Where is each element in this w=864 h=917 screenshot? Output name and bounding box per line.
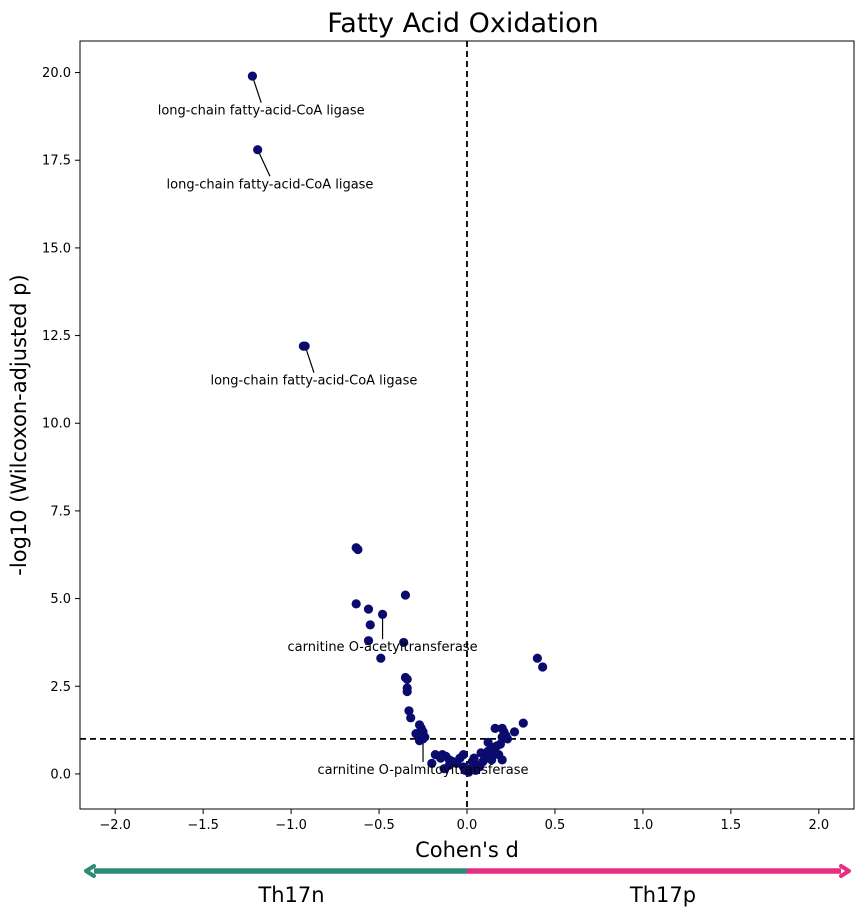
y-tick-label: 0.0: [50, 767, 71, 782]
data-point: [402, 674, 412, 684]
annotation-label: carnitine O-acetyltransferase: [288, 640, 478, 655]
chart-title: Fatty Acid Oxidation: [327, 8, 599, 39]
data-point: [406, 713, 416, 723]
x-tick-label: 1.5: [721, 818, 742, 833]
data-point: [400, 590, 411, 600]
data-point: [469, 753, 479, 763]
data-point: [253, 145, 263, 155]
data-point: [471, 765, 481, 776]
x-axis-label: Cohen's d: [415, 838, 519, 862]
data-point: [532, 653, 542, 663]
data-point: [404, 706, 414, 716]
data-point: [439, 764, 449, 774]
data-point: [300, 341, 310, 351]
data-point: [490, 723, 500, 733]
data-point: [436, 753, 446, 763]
group-arrows: Th17n Th17p: [84, 864, 851, 907]
data-point: [518, 718, 528, 728]
data-point: [487, 755, 497, 765]
group-label-th17p: Th17p: [629, 883, 696, 907]
data-point: [418, 734, 428, 744]
x-tick-label: 1.0: [633, 818, 654, 833]
x-tick-label: −2.0: [99, 818, 131, 833]
annotation-label: carnitine O-palmitoyltransferase: [318, 763, 529, 778]
annotation-connector: [257, 149, 271, 177]
x-tick-label: −1.5: [187, 818, 219, 833]
x-tick-label: 0.5: [545, 818, 566, 833]
y-tick-label: 7.5: [50, 504, 71, 519]
y-tick-label: 20.0: [42, 66, 71, 81]
data-point: [497, 723, 507, 733]
y-axis-label: -log10 (Wilcoxon-adjusted p): [7, 274, 31, 575]
data-point: [494, 750, 504, 760]
annotation-label: long-chain fatty-acid-CoA ligase: [210, 374, 417, 389]
data-point: [402, 686, 412, 697]
data-point: [351, 599, 361, 609]
data-point: [376, 653, 386, 663]
annotation-label: long-chain fatty-acid-CoA ligase: [167, 177, 374, 192]
annotation-connector: [304, 345, 315, 373]
data-point: [363, 604, 374, 614]
data-point: [538, 662, 548, 672]
data-point: [502, 734, 513, 744]
data-point: [411, 729, 421, 739]
y-tick-label: 17.5: [42, 154, 71, 169]
y-tick-label: 2.5: [50, 680, 71, 695]
data-point: [399, 637, 409, 648]
th17n-arrow-head: [84, 864, 96, 878]
data-point: [377, 609, 388, 619]
x-tick-label: 0.0: [457, 818, 478, 833]
data-point: [353, 544, 363, 555]
y-tick-label: 15.0: [42, 241, 71, 256]
data-point: [363, 636, 374, 646]
data-point: [365, 620, 375, 630]
data-point: [509, 727, 520, 737]
data-point: [495, 739, 506, 749]
data-point: [483, 737, 493, 747]
data-point: [427, 758, 437, 769]
group-label-th17n: Th17n: [257, 883, 324, 907]
annotation-label: long-chain fatty-acid-CoA ligase: [158, 104, 365, 119]
plot-frame: [79, 40, 855, 810]
x-tick-label: −1.0: [275, 818, 307, 833]
data-point: [476, 748, 486, 758]
data-point: [458, 750, 469, 760]
annotation-connector: [251, 75, 262, 103]
x-tick-label: 2.0: [808, 818, 829, 833]
y-tick-label: 12.5: [42, 329, 71, 344]
x-tick-label: −0.5: [363, 818, 395, 833]
data-point: [247, 71, 257, 81]
y-tick-label: 10.0: [42, 417, 71, 432]
axes: −2.0 −1.5 −1.0 −0.5 0.0 0.5 1.0 1.5 2.0 0.0 2.5 5.0…: [42, 66, 829, 833]
y-tick-label: 5.0: [50, 592, 71, 607]
plot-area: long-chain fatty-acid-CoA ligase long-cha…: [80, 41, 854, 809]
th17p-arrow-head: [839, 864, 851, 878]
